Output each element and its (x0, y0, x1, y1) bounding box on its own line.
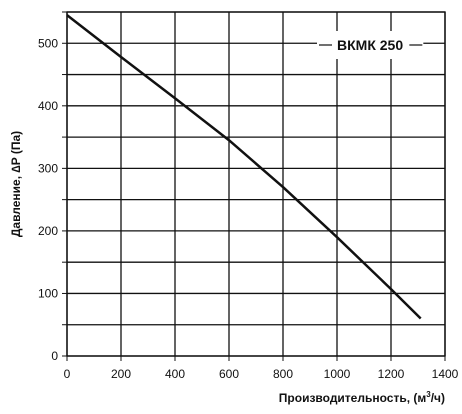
legend: ВКМК 250 (317, 31, 424, 59)
y-tick-label: 200 (38, 224, 58, 238)
x-tick-label: 400 (165, 367, 185, 381)
x-tick-label: 0 (64, 367, 71, 381)
x-tick-label: 1000 (324, 367, 351, 381)
plot-frame (66, 11, 446, 357)
x-tick-label: 600 (219, 367, 239, 381)
x-axis-title-main: Производительность, (м (279, 391, 427, 405)
tick-labels: 0 200 400 600 800 1000 1200 1400 0 100 200 300 400 50… (38, 11, 459, 381)
x-tick-label: 200 (111, 367, 131, 381)
y-tick-label: 100 (38, 286, 58, 300)
grid (66, 11, 446, 357)
x-tick-label: 1400 (432, 367, 459, 381)
x-tick-label: 1200 (378, 367, 405, 381)
x-tick-label: 800 (273, 367, 293, 381)
y-tick-label: 500 (38, 36, 58, 50)
x-axis-title-tail: /ч) (431, 391, 445, 405)
series-line (66, 14, 422, 320)
y-tick-label: 300 (38, 161, 58, 175)
y-tick-label: 0 (51, 349, 58, 363)
legend-label: ВКМК 250 (337, 37, 403, 53)
y-axis-title: Давление, ∆P (Па) (9, 131, 23, 237)
x-axis-title: Производительность, (м3/ч) (279, 390, 445, 405)
series-lines (66, 14, 422, 320)
x-axis-title-sup: 3 (426, 390, 431, 399)
legend-background (317, 31, 424, 59)
y-tick-label: 400 (38, 99, 58, 113)
